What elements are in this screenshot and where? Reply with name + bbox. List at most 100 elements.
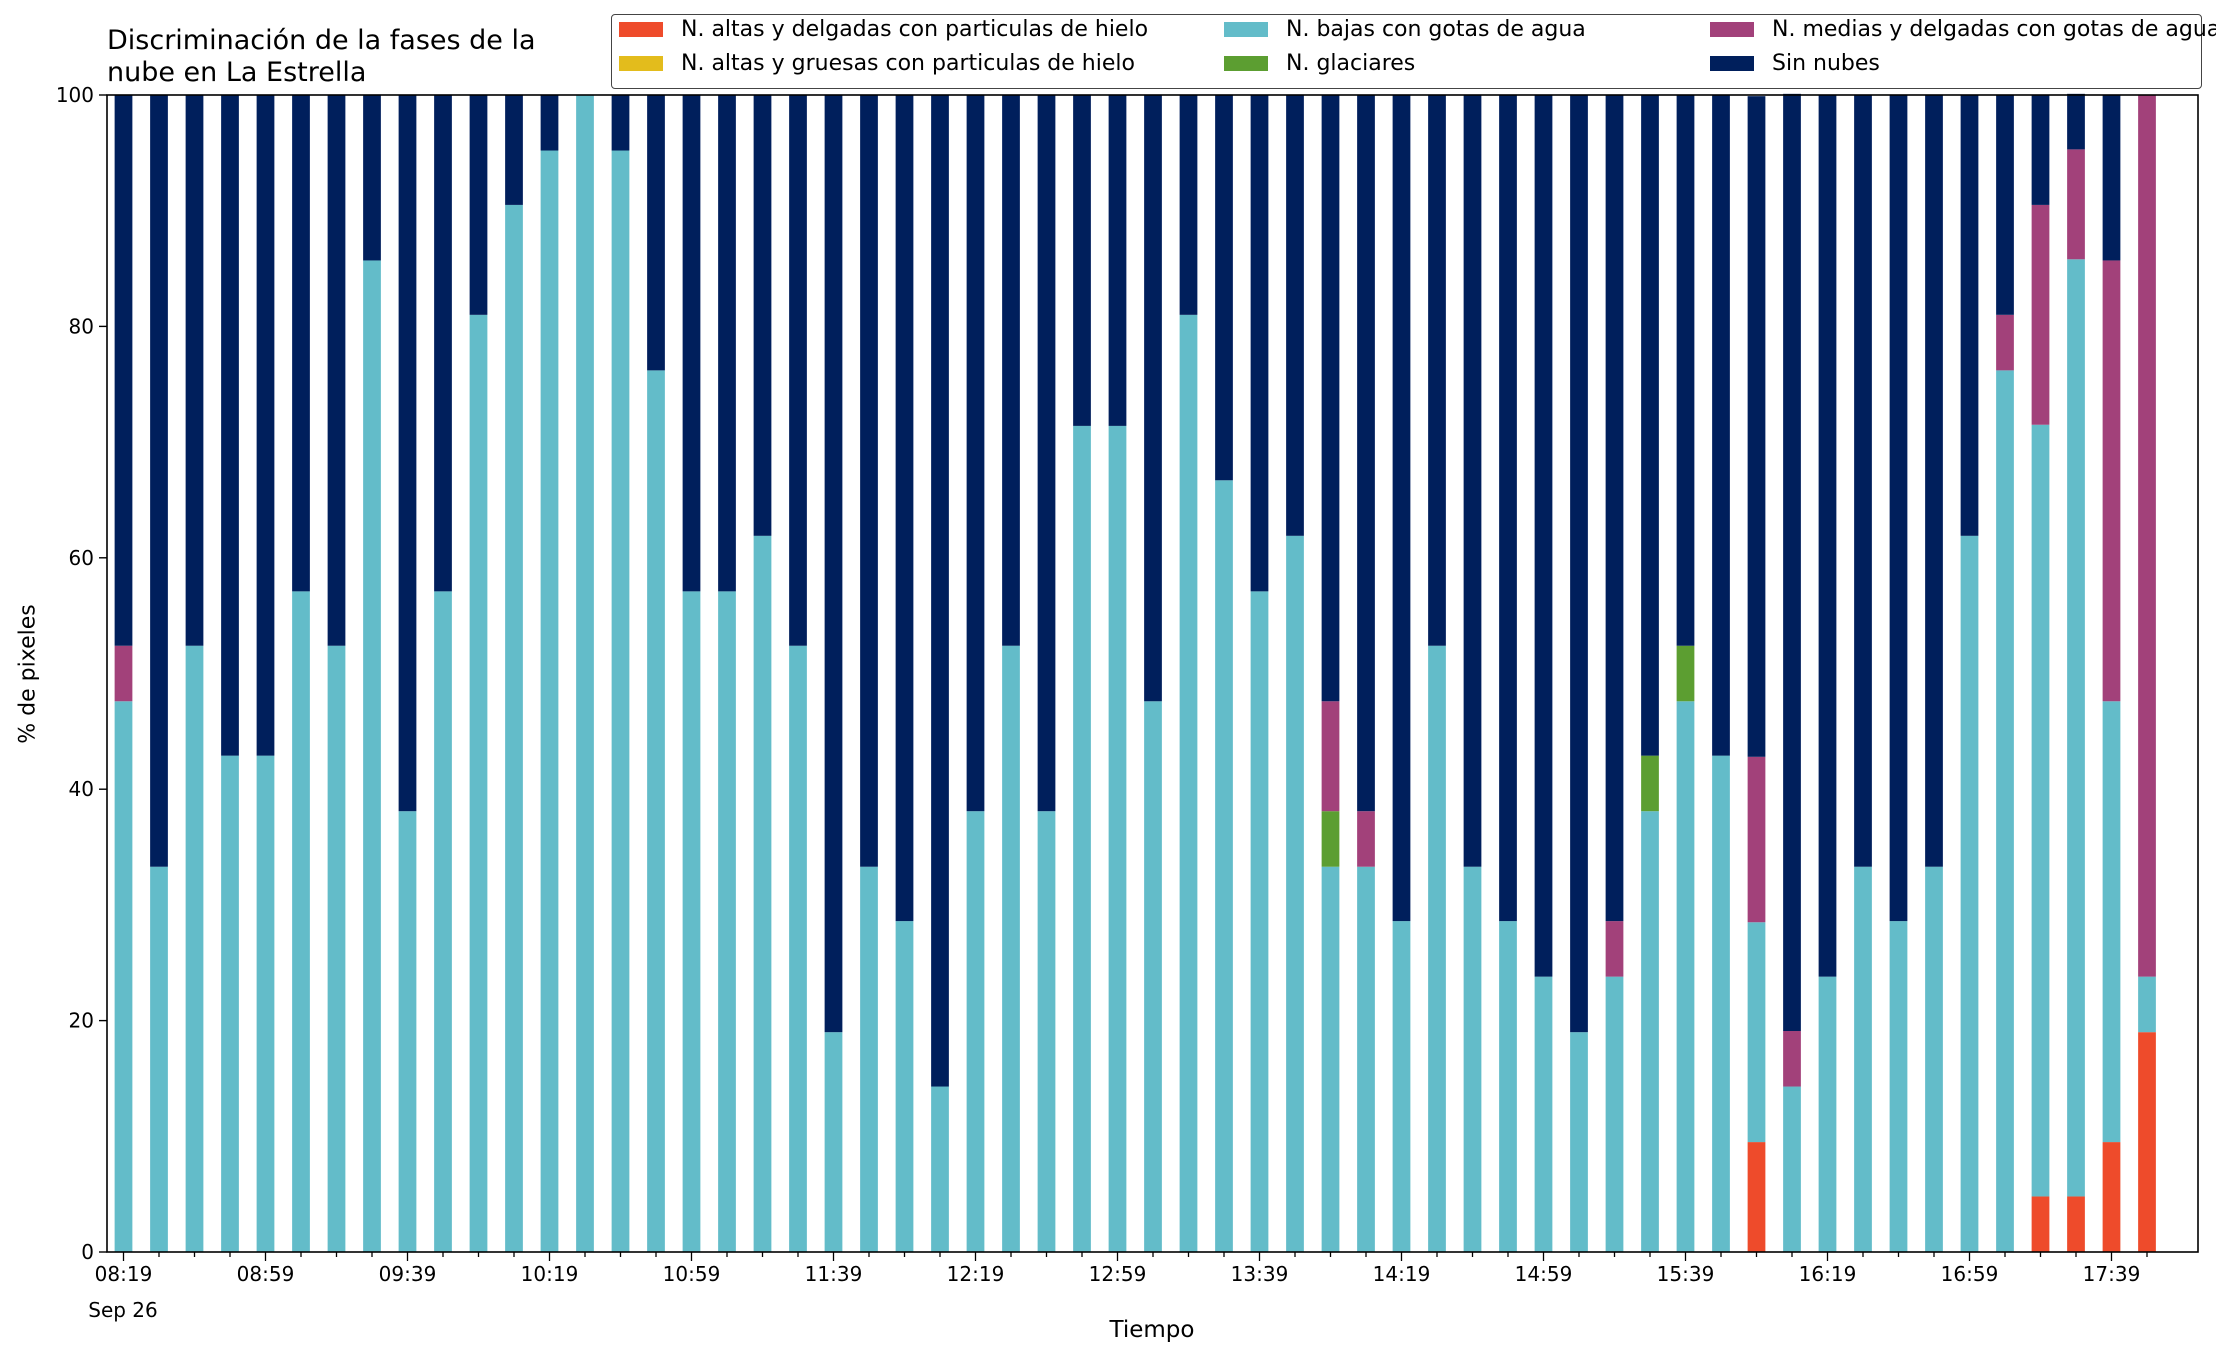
bar-segment-0959-s2 [469, 314, 488, 1253]
bar-segment-1229-s5 [1002, 95, 1020, 646]
bar-segment-0959-s5 [469, 95, 488, 315]
x-tick-label: 17:39 [2083, 1262, 2141, 1286]
legend-item: N. altas y delgadas con particulas de hi… [619, 17, 1148, 42]
bar-segment-1009-s5 [505, 95, 523, 205]
legend-swatch [1224, 56, 1268, 71]
chart-title-line-2: nube en La Estrella [107, 57, 367, 88]
legend-item: N. medias y delgadas con gotas de agua [1710, 17, 2216, 42]
bar-segment-1519-s2 [1605, 976, 1624, 1252]
bar-segment-1419-s2 [1392, 921, 1411, 1252]
bar-segment-1239-s2 [1037, 811, 1056, 1252]
bar-segment-1339-s5 [1250, 95, 1269, 592]
bar-segment-1529-s2 [1641, 811, 1659, 1252]
bar-segment-1259-s5 [1108, 95, 1127, 426]
bar-segment-1709-s5 [1996, 95, 2014, 315]
legend-swatch [619, 22, 663, 37]
bar-segment-1539-s2 [1676, 701, 1695, 1252]
bar-segment-1429-s5 [1428, 95, 1446, 646]
bar-segment-0819-s4 [114, 645, 133, 702]
y-tick-label: 20 [69, 1009, 94, 1033]
legend-item: N. glaciares [1224, 51, 1415, 76]
bar-segment-1609-s4 [1783, 1031, 1801, 1087]
x-axis-label: Tiempo [1109, 1317, 1195, 1343]
bar-segment-1639-s2 [1889, 921, 1908, 1252]
bar-segment-0849-s2 [221, 755, 239, 1252]
bar-segment-1739-s2 [2102, 701, 2121, 1143]
bar-segment-0949-s5 [434, 95, 452, 592]
bar-segment-1149-s5 [860, 95, 878, 867]
bar-segment-0819-s5 [114, 95, 133, 646]
y-axis: 0 20 40 60 80 100 [56, 83, 107, 1264]
bar-segment-0939-s2 [398, 811, 417, 1252]
legend-swatch [619, 56, 663, 71]
bar-segment-1039-s2 [611, 150, 630, 1252]
legend-item: Sin nubes [1710, 51, 1880, 76]
bar-segment-1349-s5 [1286, 95, 1304, 536]
x-tick-label: 16:19 [1799, 1262, 1857, 1286]
x-tick-label: 14:19 [1373, 1262, 1431, 1286]
bar-segment-1259-s2 [1108, 425, 1127, 1253]
x-tick-label: 13:39 [1231, 1262, 1289, 1286]
bar-segment-1329-s2 [1215, 480, 1233, 1252]
legend-item: N. altas y gruesas con particulas de hie… [619, 51, 1135, 76]
x-tick-label: 11:39 [805, 1262, 863, 1286]
bar-segment-1109-s5 [718, 95, 736, 592]
y-tick-label: 100 [56, 83, 94, 107]
x-tick-label: 09:39 [379, 1262, 437, 1286]
bar-segment-1719-s5 [2031, 95, 2050, 205]
bar-segment-1129-s5 [789, 95, 807, 646]
bar-segment-0839-s2 [185, 645, 204, 1252]
bar-segment-1709-s4 [1996, 314, 2014, 371]
bar-segment-0859-s2 [256, 755, 275, 1252]
bar-segment-1219-s2 [966, 811, 985, 1252]
bar-segment-0919-s5 [327, 95, 346, 646]
bar-segment-1219-s5 [966, 95, 985, 812]
bar-segment-1549-s5 [1712, 95, 1730, 756]
bar-segment-0909-s2 [292, 591, 310, 1252]
x-tick-label: 16:59 [1941, 1262, 1999, 1286]
bar-segment-0829-s5 [150, 95, 168, 867]
bar-segment-1359-s3 [1321, 811, 1340, 867]
y-tick-label: 0 [81, 1240, 94, 1264]
bar-segment-1139-s5 [824, 95, 843, 1033]
bar-segment-0949-s2 [434, 591, 452, 1252]
x-axis: 08:19 08:59 09:39 10:19 10:59 11:39 12:19 12:59… [95, 1252, 2148, 1286]
bar-segment-1119-s2 [753, 535, 772, 1252]
bar-segment-0819-s2 [114, 701, 133, 1252]
bar-segment-1009-s2 [505, 204, 523, 1252]
bar-segment-1559-s2 [1747, 922, 1766, 1143]
y-tick-label: 40 [69, 777, 94, 801]
bar-segment-1429-s2 [1428, 645, 1446, 1252]
bar-segment-1559-s5 [1747, 96, 1766, 757]
bar-segment-1239-s5 [1037, 95, 1056, 812]
y-axis-label: % de pixeles [15, 604, 41, 744]
bar-segment-1409-s5 [1357, 95, 1375, 812]
bar-segment-1359-s2 [1321, 866, 1340, 1252]
bar-segment-1209-s5 [931, 95, 949, 1087]
legend-label: Sin nubes [1772, 51, 1880, 76]
bar-segment-0849-s5 [221, 95, 239, 756]
bar-segment-1019-s2 [540, 150, 559, 1252]
y-tick-label: 80 [69, 314, 94, 338]
legend-label: N. bajas con gotas de agua [1286, 17, 1586, 42]
x-tick-label: 12:59 [1089, 1262, 1147, 1286]
legend-swatch [1710, 56, 1754, 71]
chart-bars [114, 93, 2156, 1253]
bar-segment-1459-s2 [1534, 976, 1553, 1252]
bar-segment-1359-s5 [1321, 95, 1340, 702]
bar-segment-1039-s5 [611, 95, 630, 151]
legend-swatch [1710, 22, 1754, 37]
bar-segment-0929-s5 [363, 95, 381, 261]
bar-segment-1739-s5 [2102, 95, 2121, 261]
bar-segment-1119-s5 [753, 95, 772, 536]
y-tick-label: 60 [69, 546, 94, 570]
bar-segment-0909-s5 [292, 95, 310, 592]
bar-segment-1149-s2 [860, 866, 878, 1252]
bar-segment-1159-s2 [895, 921, 914, 1252]
bar-segment-1549-s2 [1712, 755, 1730, 1252]
bar-segment-1309-s5 [1144, 95, 1162, 702]
x-tick-label: 14:59 [1515, 1262, 1573, 1286]
bar-segment-1059-s5 [682, 95, 701, 592]
bar-segment-1639-s5 [1889, 95, 1908, 922]
